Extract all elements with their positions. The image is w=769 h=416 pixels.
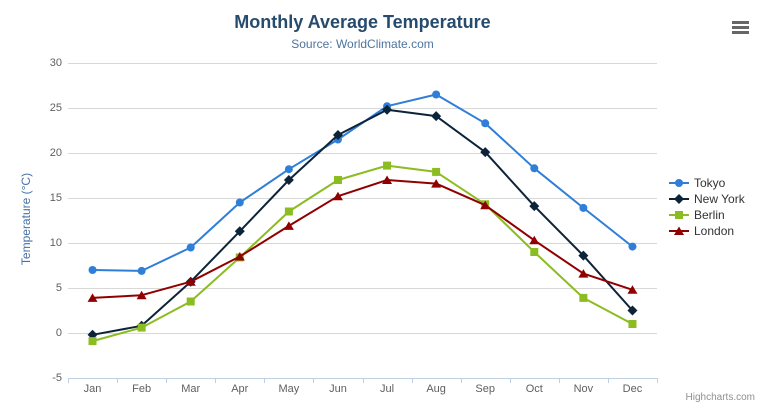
- series-berlin-point[interactable]: [137, 323, 146, 332]
- chart-header: Monthly Average Temperature Source: Worl…: [0, 12, 725, 51]
- series-london-point[interactable]: [136, 290, 147, 300]
- legend-label: London: [694, 224, 735, 238]
- series-london-point[interactable]: [627, 285, 638, 294]
- legend-item-tokyo[interactable]: Tokyo: [669, 175, 745, 191]
- series-new-york-point[interactable]: [578, 250, 589, 261]
- series-berlin-point[interactable]: [186, 297, 195, 306]
- legend-label: Tokyo: [694, 176, 726, 190]
- legend: Tokyo New York Berlin London: [669, 175, 745, 239]
- legend-label: Berlin: [694, 208, 725, 222]
- x-tick-label: Mar: [181, 383, 201, 395]
- series-london-point[interactable]: [283, 221, 294, 230]
- y-tick-label: 10: [49, 237, 62, 249]
- legend-marker-diamond-icon: [669, 194, 689, 204]
- legend-marker-circle-icon: [669, 179, 689, 187]
- legend-marker-triangle-icon: [669, 226, 689, 236]
- y-tick-label: 15: [49, 192, 62, 204]
- series-new-york-point[interactable]: [480, 147, 491, 158]
- hamburger-bar: [732, 31, 749, 34]
- series-london-point[interactable]: [431, 179, 442, 188]
- series-berlin-point[interactable]: [628, 320, 637, 328]
- series-new-york-line[interactable]: [91, 108, 634, 336]
- series-berlin-point[interactable]: [383, 161, 392, 170]
- x-tick-label: Jan: [83, 383, 102, 395]
- series-london-point[interactable]: [529, 235, 540, 245]
- hamburger-bar: [732, 26, 749, 29]
- legend-item-london[interactable]: London: [669, 223, 745, 239]
- x-tick-label: Aug: [426, 383, 446, 395]
- y-tick-label: 25: [49, 102, 62, 114]
- x-tick-label: Oct: [525, 383, 543, 395]
- series-tokyo-point[interactable]: [530, 164, 539, 173]
- y-tick-label: 20: [49, 147, 62, 159]
- legend-item-new-york[interactable]: New York: [669, 191, 745, 207]
- series-london-point[interactable]: [480, 200, 491, 210]
- x-tick-label: Apr: [231, 383, 249, 395]
- series-berlin-point[interactable]: [88, 337, 97, 346]
- x-tick-label: Jul: [380, 383, 395, 395]
- series-tokyo-line[interactable]: [91, 93, 634, 272]
- y-tick-label: -5: [52, 372, 62, 384]
- chart-title: Monthly Average Temperature: [234, 12, 491, 32]
- series-new-york-point[interactable]: [283, 175, 294, 185]
- x-tick-label: Jun: [329, 383, 347, 395]
- hamburger-bar: [732, 21, 749, 24]
- y-tick-label: 5: [55, 282, 62, 294]
- series-new-york-point[interactable]: [529, 201, 540, 212]
- series-tokyo-point[interactable]: [235, 198, 244, 207]
- legend-marker-tokyo[interactable]: [675, 179, 683, 187]
- series-london-point[interactable]: [234, 252, 245, 261]
- x-tick-label: Nov: [573, 383, 594, 395]
- legend-marker-new-york[interactable]: [674, 194, 684, 204]
- series-berlin-point[interactable]: [432, 167, 441, 176]
- series-berlin-point[interactable]: [333, 176, 342, 184]
- legend-item-berlin[interactable]: Berlin: [669, 207, 745, 223]
- x-tick-label: Feb: [132, 383, 152, 395]
- chart-subtitle: Source: WorldClimate.com: [291, 37, 434, 51]
- series-new-york-point[interactable]: [234, 226, 245, 237]
- series-new-york-point[interactable]: [627, 305, 638, 316]
- y-axis-title: Temperature (°C): [19, 172, 33, 266]
- legend-marker-london[interactable]: [674, 226, 684, 236]
- credits-link[interactable]: Highcharts.com: [685, 392, 755, 403]
- series-london-point[interactable]: [382, 175, 393, 185]
- series-new-york-point[interactable]: [431, 111, 442, 122]
- series-new-york-point[interactable]: [382, 104, 393, 115]
- series-berlin-line[interactable]: [91, 164, 634, 343]
- y-tick-label: 30: [49, 57, 62, 69]
- legend-marker-square-icon: [669, 211, 689, 219]
- series-new-york-point[interactable]: [332, 130, 343, 140]
- series-london-line[interactable]: [91, 179, 634, 299]
- hamburger-icon[interactable]: [729, 17, 753, 37]
- series-london-point[interactable]: [578, 269, 589, 278]
- series-berlin-point[interactable]: [284, 207, 293, 216]
- series-berlin-point[interactable]: [530, 248, 539, 256]
- series-tokyo-point[interactable]: [481, 119, 490, 128]
- x-tick-label: Dec: [622, 383, 643, 395]
- x-tick-label: May: [278, 383, 300, 395]
- series-london-point[interactable]: [87, 293, 98, 302]
- legend-label: New York: [694, 192, 745, 206]
- series-london-point[interactable]: [185, 277, 196, 286]
- series-tokyo-point[interactable]: [628, 242, 637, 251]
- legend-marker-berlin[interactable]: [675, 211, 683, 219]
- series-tokyo-point[interactable]: [432, 90, 441, 99]
- series-tokyo-point[interactable]: [284, 165, 293, 174]
- series-tokyo-point[interactable]: [137, 266, 146, 275]
- series-tokyo-point[interactable]: [88, 266, 97, 274]
- x-tick-label: Sep: [475, 383, 495, 395]
- series-tokyo-point[interactable]: [579, 203, 588, 212]
- series-london-point[interactable]: [332, 191, 343, 201]
- series-berlin-point[interactable]: [579, 293, 588, 302]
- y-tick-label: 0: [55, 327, 62, 339]
- series-tokyo-point[interactable]: [186, 243, 195, 252]
